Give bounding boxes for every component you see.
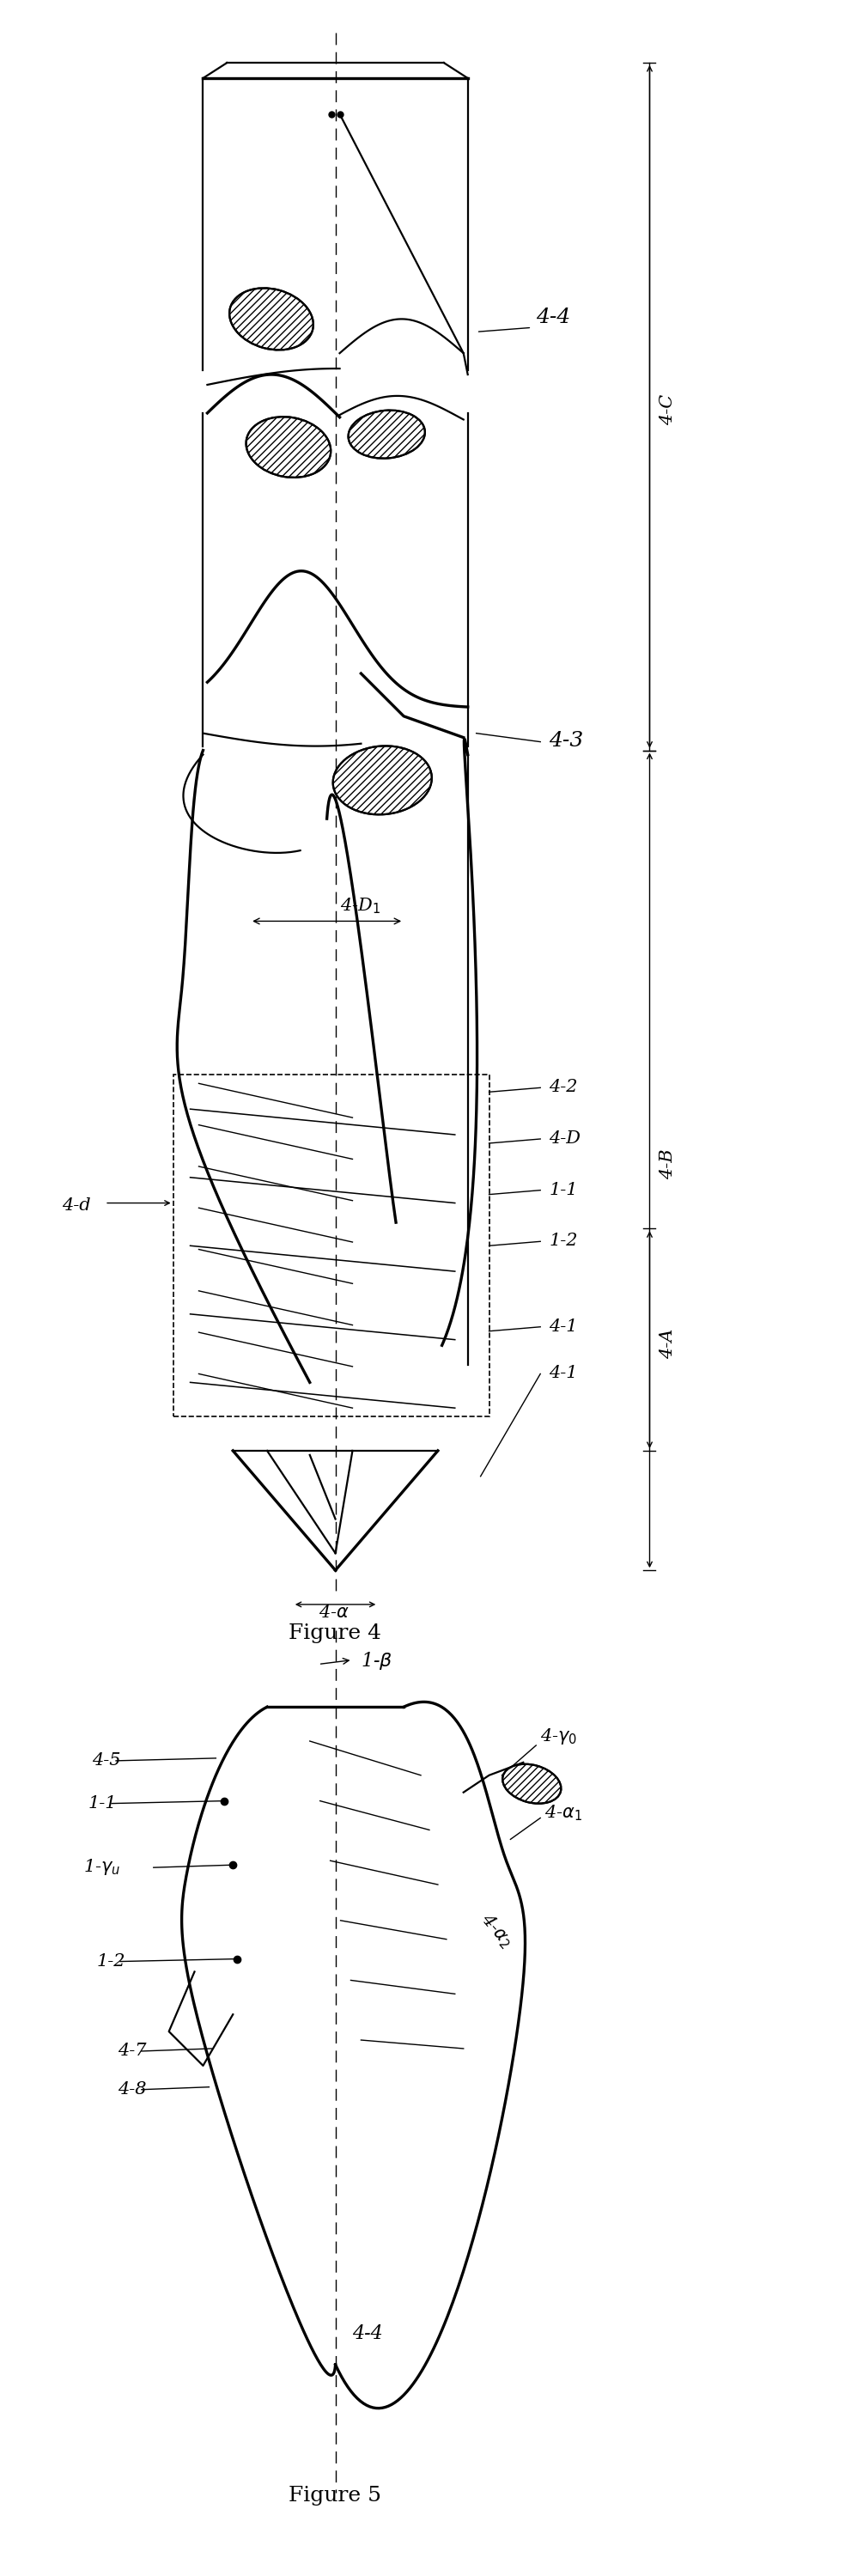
Text: 1-$\beta$: 1-$\beta$ <box>361 1649 393 1672</box>
Text: 1-$\gamma_u$: 1-$\gamma_u$ <box>84 1857 121 1878</box>
Text: Figure 5: Figure 5 <box>288 2486 381 2506</box>
Text: 4-$\alpha$: 4-$\alpha$ <box>319 1605 349 1620</box>
Text: 4-$\alpha_2$: 4-$\alpha_2$ <box>477 1909 515 1950</box>
Text: 4-D: 4-D <box>549 1131 581 1146</box>
Text: 4-D$_1$: 4-D$_1$ <box>340 896 380 914</box>
Text: 4-4: 4-4 <box>536 307 570 327</box>
Text: 4-8: 4-8 <box>117 2081 146 2097</box>
Text: 4-2: 4-2 <box>549 1079 578 1095</box>
Ellipse shape <box>229 289 313 350</box>
Text: 4-4: 4-4 <box>352 2324 383 2344</box>
Text: 4-7: 4-7 <box>117 2043 146 2058</box>
Ellipse shape <box>246 417 330 477</box>
Text: 1-2: 1-2 <box>96 1953 125 1968</box>
Text: 4-3: 4-3 <box>549 732 583 750</box>
Ellipse shape <box>348 410 425 459</box>
Text: 4-A: 4-A <box>660 1329 676 1358</box>
Text: 4-1: 4-1 <box>549 1319 578 1334</box>
Text: 4-C: 4-C <box>660 394 676 425</box>
Text: 4-$\alpha_1$: 4-$\alpha_1$ <box>545 1803 582 1824</box>
Text: Figure 4: Figure 4 <box>288 1623 381 1643</box>
Ellipse shape <box>503 1765 561 1803</box>
Text: 4-1: 4-1 <box>549 1365 578 1381</box>
Text: 1-2: 1-2 <box>549 1234 578 1249</box>
Ellipse shape <box>333 747 432 814</box>
Text: 4-B: 4-B <box>660 1149 676 1180</box>
Text: 1-1: 1-1 <box>88 1795 117 1811</box>
Text: 4-$\gamma_0$: 4-$\gamma_0$ <box>540 1726 577 1747</box>
Text: 4-5: 4-5 <box>92 1752 121 1770</box>
Text: 1-1: 1-1 <box>549 1182 578 1198</box>
Bar <box>173 1074 489 1417</box>
Text: 4-d: 4-d <box>63 1198 91 1213</box>
